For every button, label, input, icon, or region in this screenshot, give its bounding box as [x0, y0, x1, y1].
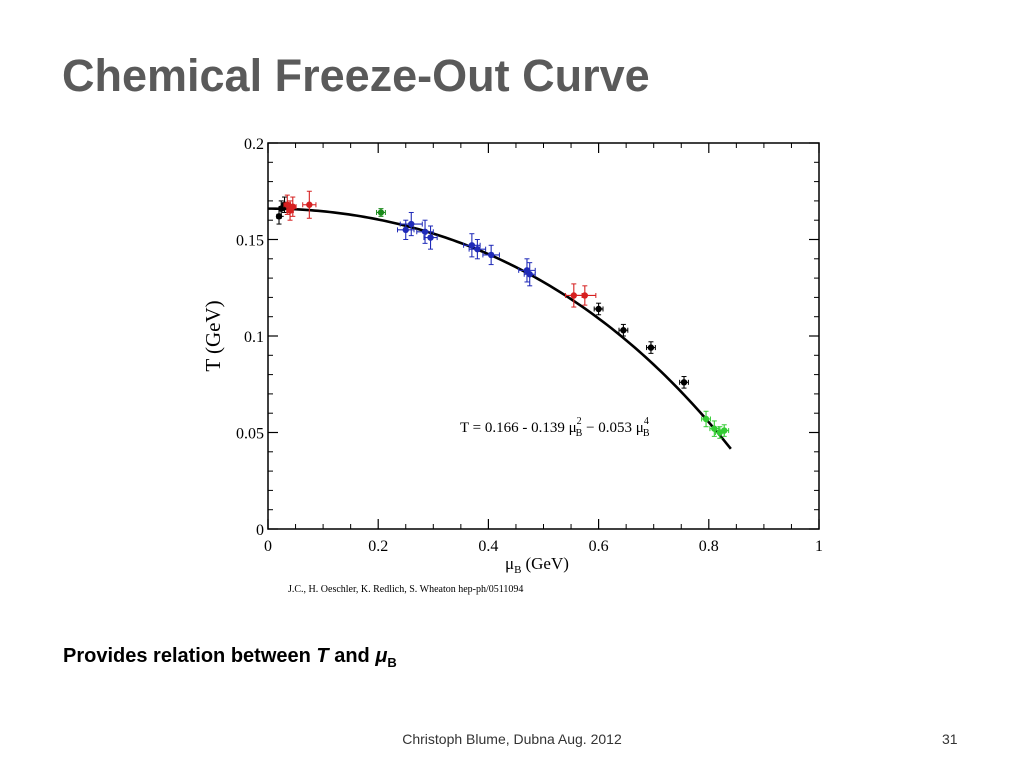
footer-text: Christoph Blume, Dubna Aug. 2012	[402, 731, 622, 747]
data-point	[302, 190, 317, 219]
data-point	[283, 194, 292, 215]
data-marker	[620, 327, 627, 334]
data-marker	[427, 234, 434, 241]
y-tick-label: 0	[256, 522, 264, 539]
x-axis-label: μB (GeV)	[505, 554, 569, 576]
freeze-out-chart: 0 0.2 0.4 0.6 0.8 100.050.10.150.2 T (GeV) μB…	[201, 136, 823, 595]
data-marker	[702, 415, 710, 423]
data-point	[719, 424, 730, 437]
data-marker	[647, 344, 655, 351]
caption-and: and	[328, 645, 376, 667]
fit-formula: T = 0.166 - 0.139 μ2 B − 0.053 μ4 B	[460, 416, 650, 439]
data-point	[376, 208, 386, 217]
caption-prefix: Provides relation between	[63, 645, 317, 667]
x-axis-label-mu: μ	[505, 554, 514, 573]
fit-formula-sub2: B	[643, 428, 650, 439]
data-point	[593, 302, 604, 316]
data-marker	[526, 271, 533, 278]
data-marker	[377, 209, 385, 216]
data-marker	[284, 201, 291, 208]
axis-ticks	[267, 142, 820, 530]
data-marker	[595, 305, 602, 313]
citation: J.C., H. Oeschler, K. Redlich, S. Wheato…	[288, 584, 523, 595]
fit-formula-mid: − 0.053 μ	[582, 420, 644, 436]
data-marker	[680, 379, 688, 386]
tick-labels: 0 0.2 0.4 0.6 0.8 1 0 0.05 0.1 0.15 0.2	[236, 136, 823, 555]
data-marker	[474, 245, 481, 253]
x-tick-label: 1	[815, 538, 823, 555]
x-tick-label: 0.4	[478, 538, 498, 555]
data-point	[286, 200, 294, 221]
data-marker	[487, 251, 495, 259]
data-point	[423, 225, 438, 250]
data-marker	[581, 292, 589, 299]
x-tick-label: 0.2	[368, 538, 388, 555]
data-point	[288, 196, 297, 217]
data-marker	[421, 228, 429, 235]
data-point	[701, 410, 711, 428]
data-point	[523, 262, 536, 287]
x-tick-label: 0.6	[589, 538, 609, 555]
data-marker	[402, 226, 409, 234]
caption-T: T	[316, 645, 329, 667]
x-tick-label: 0.8	[699, 538, 719, 555]
y-tick-label: 0.2	[244, 136, 264, 153]
fit-formula-sup2: 4	[644, 416, 649, 427]
x-axis-label-unit: (GeV)	[525, 554, 568, 573]
data-marker	[408, 220, 415, 228]
data-marker	[289, 203, 296, 210]
data-point	[482, 244, 500, 266]
fit-formula-prefix: T = 0.166 - 0.139 μ	[460, 420, 577, 436]
fit-formula-sup1: 2	[577, 416, 582, 427]
data-point	[518, 258, 536, 283]
y-axis-label: T (GeV)	[201, 300, 225, 371]
data-point	[618, 323, 629, 337]
plot-frame	[267, 142, 820, 530]
data-point	[399, 211, 423, 237]
fit-curve	[267, 207, 732, 450]
data-point	[468, 239, 487, 260]
x-tick-label: 0	[264, 538, 272, 555]
y-tick-label: 0.15	[236, 233, 264, 250]
data-marker	[711, 425, 718, 432]
data-marker	[468, 242, 476, 249]
data-marker	[721, 427, 728, 434]
data-marker	[306, 201, 313, 208]
data-points	[275, 190, 730, 439]
page-number: 31	[942, 731, 958, 747]
x-axis-label-sub: B	[514, 564, 521, 576]
y-tick-label: 0.05	[236, 426, 264, 443]
data-point	[646, 341, 656, 354]
data-point	[396, 219, 415, 240]
fit-formula-sub1: B	[576, 428, 583, 439]
caption: Provides relation between T and μB	[63, 645, 397, 670]
data-point	[463, 233, 481, 258]
y-tick-label: 0.1	[244, 329, 264, 346]
data-point	[573, 285, 597, 306]
caption-mu-subscript: B	[387, 655, 397, 670]
caption-mu: μ	[375, 645, 388, 667]
slide-title: Chemical Freeze-Out Curve	[62, 50, 650, 101]
data-point	[679, 376, 689, 389]
